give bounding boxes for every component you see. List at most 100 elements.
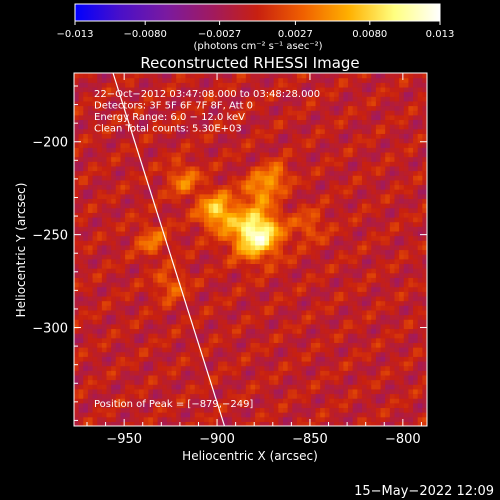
heatmap-cell: [199, 421, 205, 426]
heatmap-cell: [148, 416, 154, 422]
heatmap-cell: [129, 207, 135, 213]
heatmap-cell: [204, 342, 210, 348]
heatmap-cell: [171, 249, 177, 255]
heatmap-cell: [315, 203, 321, 209]
heatmap-cell: [357, 393, 363, 399]
heatmap-cell: [171, 347, 177, 353]
heatmap-cell: [296, 73, 303, 79]
heatmap-cell: [375, 230, 382, 237]
heatmap-cell: [334, 347, 340, 353]
heatmap-cell: [292, 203, 298, 209]
heatmap-cell: [97, 91, 103, 97]
heatmap-cell: [283, 198, 289, 204]
heatmap-cell: [120, 314, 126, 320]
heatmap-cell: [152, 393, 159, 399]
heatmap-cell: [222, 412, 228, 418]
heatmap-cell: [241, 314, 247, 320]
heatmap-cell: [97, 309, 103, 316]
heatmap-cell: [287, 374, 293, 381]
heatmap-cell: [366, 230, 372, 237]
heatmap-cell: [310, 216, 317, 223]
heatmap-cell: [106, 151, 112, 158]
heatmap-cell: [185, 286, 191, 292]
heatmap-cell: [217, 226, 224, 232]
heatmap-cell: [338, 309, 344, 316]
heatmap-cell: [115, 393, 122, 399]
heatmap-cell: [97, 347, 103, 353]
heatmap-cell: [245, 170, 252, 176]
heatmap-cell: [74, 156, 80, 162]
heatmap-cell: [106, 323, 112, 330]
heatmap-cell: [115, 272, 122, 278]
heatmap-cell: [292, 407, 298, 413]
heatmap-cell: [315, 295, 321, 302]
heatmap-cell: [152, 175, 159, 181]
heatmap-cell: [143, 337, 149, 343]
heatmap-cell: [236, 170, 242, 176]
heatmap-cell: [334, 82, 340, 88]
heatmap-cell: [78, 412, 84, 418]
heatmap-cell: [134, 156, 140, 162]
heatmap-cell: [97, 356, 103, 362]
heatmap-cell: [287, 170, 293, 176]
heatmap-cell: [222, 333, 228, 339]
heatmap-cell: [255, 212, 261, 218]
heatmap-cell: [338, 128, 344, 134]
heatmap-cell: [306, 73, 312, 79]
heatmap-cell: [310, 305, 317, 311]
heatmap-cell: [348, 193, 354, 199]
heatmap-cell: [166, 105, 173, 111]
heatmap-cell: [264, 138, 270, 144]
heatmap-cell: [315, 240, 321, 246]
heatmap-cell: [162, 365, 168, 371]
heatmap-cell: [264, 226, 270, 232]
heatmap-cell: [162, 268, 168, 274]
heatmap-cell: [278, 300, 284, 306]
heatmap-cell: [171, 360, 177, 367]
heatmap-cell: [245, 286, 252, 292]
heatmap-cell: [361, 416, 368, 422]
heatmap-cell: [250, 207, 256, 213]
heatmap-cell: [255, 286, 261, 292]
heatmap-cell: [324, 282, 331, 288]
heatmap-cell: [255, 328, 261, 334]
heatmap-cell: [92, 309, 98, 316]
heatmap-cell: [115, 147, 122, 153]
heatmap-cell: [371, 402, 377, 409]
heatmap-cell: [287, 295, 293, 302]
heatmap-cell: [180, 203, 187, 209]
heatmap-cell: [171, 128, 177, 134]
heatmap-cell: [352, 291, 358, 297]
heatmap-cell: [250, 402, 256, 409]
heatmap-cell: [250, 77, 256, 83]
heatmap-cell: [315, 370, 321, 376]
heatmap-cell: [287, 226, 293, 232]
heatmap-cell: [157, 96, 163, 102]
heatmap-cell: [348, 254, 354, 260]
heatmap-cell: [361, 189, 368, 195]
heatmap-cell: [213, 73, 219, 79]
heatmap-cell: [287, 402, 293, 409]
heatmap-cell: [74, 73, 80, 79]
heatmap-cell: [371, 393, 377, 399]
heatmap-cell: [227, 100, 233, 107]
heatmap-cell: [97, 337, 103, 343]
heatmap-cell: [329, 272, 335, 278]
heatmap-cell: [273, 77, 279, 83]
heatmap-cell: [208, 138, 214, 144]
heatmap-cell: [301, 249, 307, 255]
heatmap-cell: [366, 342, 372, 348]
heatmap-cell: [366, 138, 372, 144]
heatmap-cell: [334, 416, 340, 422]
heatmap-cell: [74, 388, 80, 395]
heatmap-cell: [204, 282, 210, 288]
heatmap-cell: [217, 170, 224, 176]
heatmap-cell: [301, 258, 307, 265]
heatmap-cell: [171, 138, 177, 144]
heatmap-cell: [236, 356, 242, 362]
heatmap-cell: [101, 319, 108, 325]
heatmap-cell: [120, 337, 126, 343]
heatmap-cell: [129, 105, 135, 111]
heatmap-cell: [250, 347, 256, 353]
heatmap-cell: [139, 147, 145, 153]
